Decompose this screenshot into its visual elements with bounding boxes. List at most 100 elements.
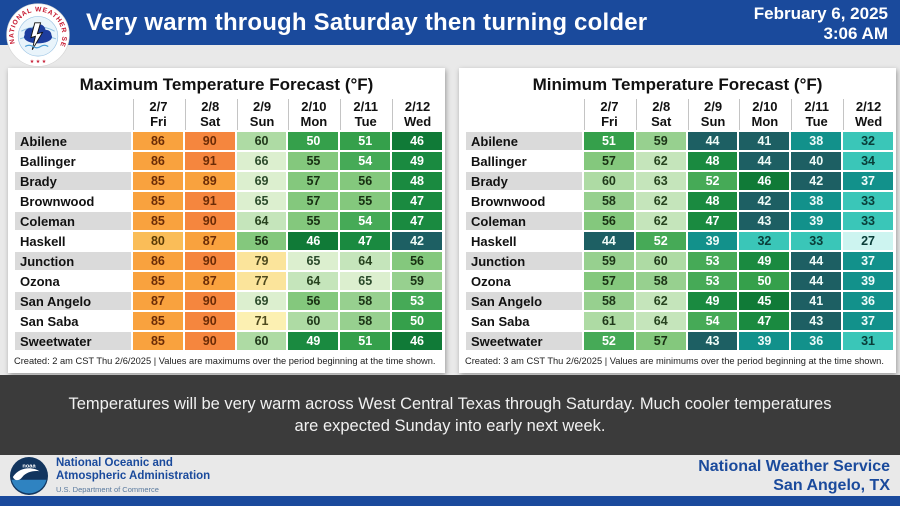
- temp-cell: 33: [843, 212, 893, 230]
- temp-cell: 86: [133, 152, 183, 170]
- temp-cell: 64: [236, 212, 287, 230]
- temp-cell: 51: [584, 132, 634, 150]
- temp-cell: 46: [288, 232, 339, 250]
- temp-cell: 47: [392, 212, 442, 230]
- temp-cell: 32: [739, 232, 790, 250]
- date-text: February 6, 2025: [753, 4, 888, 23]
- temp-cell: 90: [184, 212, 235, 230]
- temp-cell: 60: [288, 312, 339, 330]
- temp-cell: 85: [133, 192, 183, 210]
- temp-cell: 58: [340, 312, 391, 330]
- temp-cell: 58: [584, 292, 634, 310]
- temp-cell: 56: [236, 232, 287, 250]
- temp-cell: 71: [236, 312, 287, 330]
- temp-cell: 54: [340, 152, 391, 170]
- temp-cell: 85: [133, 312, 183, 330]
- city-label: San Saba: [20, 313, 79, 329]
- temp-cell: 39: [739, 332, 790, 350]
- temp-cell: 79: [236, 252, 287, 270]
- column-header: 2/11 Tue: [340, 99, 390, 130]
- temp-cell: 57: [288, 192, 339, 210]
- temp-cell: 90: [184, 332, 235, 350]
- table-row: Ballinger 86 91 66 55 54 49: [15, 152, 442, 170]
- temp-cell: 37: [843, 252, 893, 270]
- temp-cell: 91: [184, 152, 235, 170]
- temp-cell: 64: [340, 252, 391, 270]
- temp-cell: 59: [584, 252, 634, 270]
- temp-cell: 87: [184, 232, 235, 250]
- temp-cell: 49: [739, 252, 790, 270]
- temp-cell: 51: [340, 132, 391, 150]
- table-row: Junction 59 60 53 49 44 37: [466, 252, 893, 270]
- top-bar: NATIONAL WEATHER SERVICE ★ ★ ★ Very warm…: [0, 0, 900, 67]
- table-row: Ozona 57 58 53 50 44 39: [466, 272, 893, 290]
- temp-cell: 31: [843, 332, 893, 350]
- temp-cell: 47: [392, 192, 442, 210]
- temp-cell: 62: [635, 212, 686, 230]
- column-day: Sat: [651, 114, 672, 129]
- column-date: 2/9: [253, 99, 272, 114]
- page-title: Very warm through Saturday then turning …: [86, 8, 648, 36]
- temp-cell: 44: [791, 252, 842, 270]
- temp-cell: 44: [791, 272, 842, 290]
- column-day: Sun: [700, 114, 726, 129]
- temp-cell: 49: [288, 332, 339, 350]
- column-date: 2/7: [149, 99, 168, 114]
- cloud-lightning-icon: [23, 22, 53, 50]
- temp-cell: 39: [791, 212, 842, 230]
- column-day: Wed: [403, 114, 432, 129]
- message-line-2: are expected Sunday into early next week…: [294, 416, 606, 435]
- temp-cell: 56: [584, 212, 634, 230]
- message-band: Temperatures will be very warm across We…: [0, 375, 900, 455]
- table-row: San Saba 85 90 71 60 58 50: [15, 312, 442, 330]
- city-label: Junction: [15, 252, 131, 270]
- temp-cell: 91: [184, 192, 235, 210]
- temp-cell: 56: [340, 172, 391, 190]
- temp-cell: 53: [687, 272, 738, 290]
- temp-cell: 49: [392, 152, 442, 170]
- temp-cell: 85: [133, 272, 183, 290]
- temp-cell: 53: [392, 292, 442, 310]
- temp-cell: 47: [687, 212, 738, 230]
- temp-cell: 52: [635, 232, 686, 250]
- temp-cell: 69: [236, 172, 287, 190]
- temp-cell: 59: [392, 272, 442, 290]
- column-day: Fri: [601, 114, 618, 129]
- temp-cell: 85: [133, 212, 183, 230]
- temp-cell: 36: [843, 292, 893, 310]
- temp-cell: 52: [687, 172, 738, 190]
- table-row: Sweetwater 85 90 60 49 51 46: [15, 332, 442, 350]
- table-row: San Angelo 87 90 69 56 58 53: [15, 292, 442, 310]
- column-date: 2/11: [353, 99, 379, 114]
- temp-cell: 55: [340, 192, 391, 210]
- agency-name-line-2: Atmospheric Administration: [56, 470, 211, 482]
- temp-cell: 69: [236, 292, 287, 310]
- column-header: 2/7 Fri: [133, 99, 183, 130]
- temp-cell: 42: [739, 192, 790, 210]
- temp-cell: 90: [184, 312, 235, 330]
- min-temp-title: Minimum Temperature Forecast (°F): [532, 75, 823, 94]
- temp-cell: 33: [791, 232, 842, 250]
- table-row: Coleman 85 90 64 55 54 47: [15, 212, 442, 230]
- footer: noaa National Oceanic and Atmospheric Ad…: [0, 455, 900, 496]
- temp-cell: 61: [584, 312, 634, 330]
- temp-cell: 77: [236, 272, 287, 290]
- temp-cell: 50: [739, 272, 790, 290]
- table-row: Brady 60 63 52 46 42 37: [466, 172, 893, 190]
- column-day: Mon: [300, 114, 328, 129]
- temp-cell: 90: [184, 132, 235, 150]
- column-date: 2/8: [652, 99, 671, 114]
- table-row: Abilene 51 59 44 41 38 32: [466, 132, 893, 150]
- temp-cell: 56: [288, 292, 339, 310]
- temp-cell: 54: [340, 212, 391, 230]
- city-label: Haskell: [20, 233, 66, 249]
- datetime-block: February 6, 2025 3:06 AM: [754, 1, 900, 44]
- temp-cell: 60: [584, 172, 634, 190]
- temp-cell: 89: [184, 172, 235, 190]
- column-header: 2/8 Sat: [635, 99, 686, 130]
- city-label: Sweetwater: [15, 332, 131, 350]
- max-temp-footnote: Created: 2 am CST Thu 2/6/2025 | Values …: [14, 356, 436, 366]
- min-temp-card: Minimum Temperature Forecast (°F) 2/7 Fri…: [459, 68, 896, 373]
- column-date: 2/10: [752, 99, 778, 114]
- max-temp-card: Maximum Temperature Forecast (°F) 2/7 Fri…: [8, 68, 445, 373]
